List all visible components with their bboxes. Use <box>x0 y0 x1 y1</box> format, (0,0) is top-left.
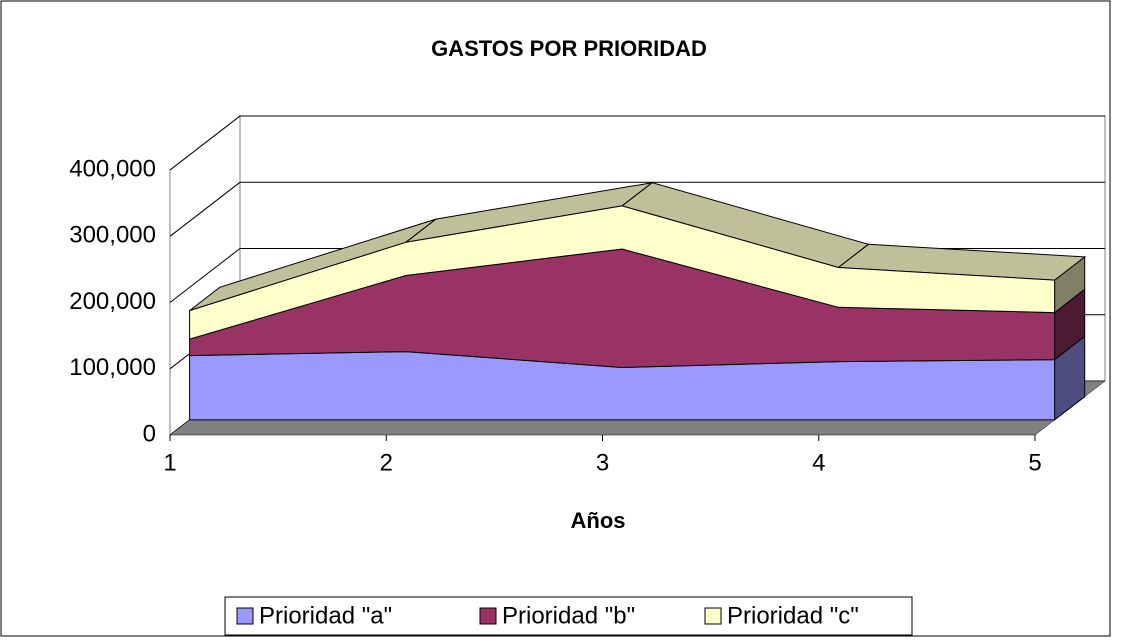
y-tick-label: 400,000 <box>69 155 156 182</box>
area <box>189 205 1056 340</box>
legend-label: Prioridad "b" <box>502 602 635 629</box>
y-tick-label: 200,000 <box>69 288 156 315</box>
x-tick-label: 5 <box>1028 449 1041 476</box>
legend-box <box>224 596 913 636</box>
legend-swatch <box>479 607 497 625</box>
grid-line <box>169 181 1105 237</box>
grid-line <box>169 115 1105 171</box>
x-tick-label: 3 <box>596 449 609 476</box>
y-tick-label: 300,000 <box>69 222 156 249</box>
x-tick-label: 4 <box>812 449 825 476</box>
x-axis-title: Años <box>571 508 626 533</box>
legend-swatch <box>704 607 722 625</box>
x-tick-label: 1 <box>163 449 176 476</box>
legend-swatch <box>236 607 254 625</box>
chart-title: GASTOS POR PRIORIDAD <box>431 36 707 61</box>
legend-label: Prioridad "a" <box>259 602 392 629</box>
y-tick-label: 100,000 <box>69 354 156 381</box>
y-tick-label: 0 <box>143 420 156 447</box>
legend-label: Prioridad "c" <box>727 602 859 629</box>
x-tick-label: 2 <box>380 449 393 476</box>
